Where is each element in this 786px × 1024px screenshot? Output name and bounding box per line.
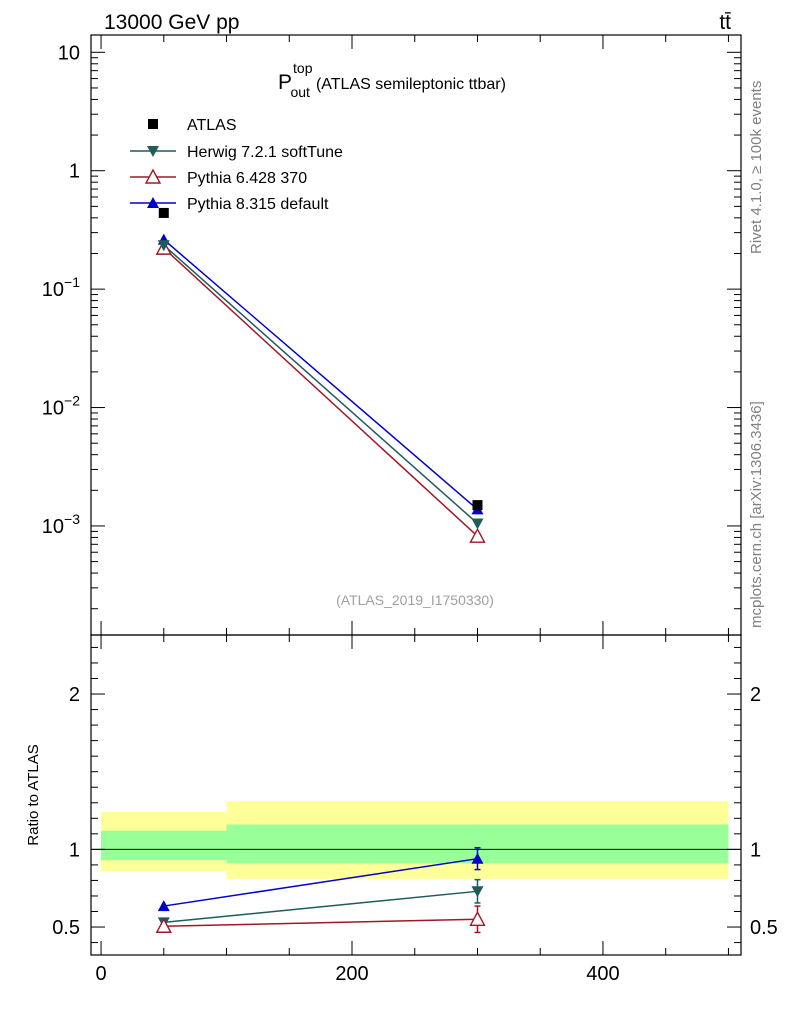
ratio-plot-area	[91, 801, 741, 934]
x-tick-label: 200	[335, 963, 368, 985]
energy-label: 13000 GeV pp	[104, 11, 239, 34]
y-tick-label: 10−3	[42, 511, 80, 538]
x-tick-label: 400	[586, 963, 619, 985]
legend-pythia8-marker	[147, 197, 159, 208]
x-tick-label: 0	[95, 963, 106, 985]
ratio-line-pythia-6-428-370	[163, 918, 478, 928]
y-tick-label-base: 10	[42, 398, 64, 420]
y-tick-label: 10	[58, 42, 80, 64]
y-tick-label-exp: −3	[64, 511, 80, 527]
legend-herwig-label: Herwig 7.2.1 softTune	[187, 144, 343, 161]
ratio-y-tick-label-right: 2	[750, 684, 761, 706]
point-herwig-7-2-1-softtune	[471, 518, 484, 530]
ratio-ticks: 2 2 1 1 0.5 0.5 0 200 400	[52, 635, 778, 985]
ratio-y-tick-label: 1	[69, 839, 80, 861]
legend-herwig-marker	[147, 146, 159, 157]
y-tick-label-base: 10	[42, 516, 64, 538]
process-label: tt̄	[719, 11, 731, 34]
ratio-point-pythia-8-315-default	[471, 852, 484, 864]
y-tick-label: 1	[69, 161, 80, 183]
chart-title: Ptop out (ATLAS semileptonic ttbar)	[278, 60, 506, 100]
y-tick-label-base: 10	[58, 42, 80, 64]
legend-item-pythia8: Pythia 8.315 default	[130, 196, 329, 213]
uncertainty-band-inner	[101, 830, 227, 861]
ratio-y-tick-label-right: 0.5	[750, 917, 778, 939]
y-tick-label-exp: −2	[64, 393, 80, 409]
point-atlas	[472, 500, 483, 511]
series-line-pythia-6-428-370	[163, 247, 478, 537]
legend-atlas-marker	[148, 119, 158, 129]
ratio-y-tick-label: 2	[69, 684, 80, 706]
ratio-point-pythia-6-428-370	[155, 917, 172, 933]
ratio-panel: 2 2 1 1 0.5 0.5 0 200 400 Ratio to ATLAS	[25, 634, 778, 985]
point-atlas	[158, 207, 169, 218]
y-tick-label-exp: −1	[64, 274, 80, 290]
rivet-label: Rivet 4.1.0, ≥ 100k events	[748, 81, 765, 254]
ratio-y-tick-label-right: 1	[750, 839, 761, 861]
legend-pythia8-label: Pythia 8.315 default	[187, 196, 329, 213]
point-pythia-6-428-370	[469, 527, 486, 543]
ratio-line-pythia-8-315-default	[163, 857, 478, 907]
legend-pythia6-label: Pythia 6.428 370	[187, 170, 307, 187]
chart-title-sub: out	[290, 84, 310, 100]
mcplots-label: mcplots.cern.ch [arXiv:1306.3436]	[748, 401, 765, 628]
legend-pythia6-marker	[144, 168, 162, 184]
series-line-herwig-7-2-1-softtune	[163, 244, 478, 525]
chart-title-base: P	[278, 71, 292, 94]
y-tick-label-base: 1	[69, 161, 80, 183]
main-plot-area	[155, 207, 486, 543]
ratio-frame	[90, 634, 742, 956]
ratio-ylabel: Ratio to ATLAS	[25, 744, 42, 845]
legend-item-pythia6: Pythia 6.428 370	[130, 168, 307, 187]
y-tick-label: 10−2	[42, 393, 80, 420]
point-herwig-7-2-1-softtune	[157, 240, 170, 252]
legend-atlas-label: ATLAS	[187, 117, 237, 134]
y-tick-label-base: 10	[42, 279, 64, 301]
ratio-line-herwig-7-2-1-softtune	[163, 890, 478, 924]
ratio-y-tick-label: 0.5	[52, 917, 80, 939]
ratio-point-pythia-8-315-default	[157, 900, 170, 912]
analysis-id: (ATLAS_2019_I1750330)	[336, 592, 494, 608]
legend-item-atlas: ATLAS	[148, 117, 237, 134]
legend: ATLAS Herwig 7.2.1 softTune Pythia 6.428…	[130, 117, 343, 213]
ratio-point-pythia-6-428-370	[469, 910, 486, 926]
series-line-pythia-8-315-default	[163, 239, 478, 510]
legend-item-herwig: Herwig 7.2.1 softTune	[130, 144, 343, 161]
chart-title-sup: top	[293, 60, 313, 76]
chart-title-rest: (ATLAS semileptonic ttbar)	[316, 76, 506, 93]
y-tick-label: 10−1	[42, 274, 80, 301]
ratio-point-herwig-7-2-1-softtune	[471, 886, 484, 898]
